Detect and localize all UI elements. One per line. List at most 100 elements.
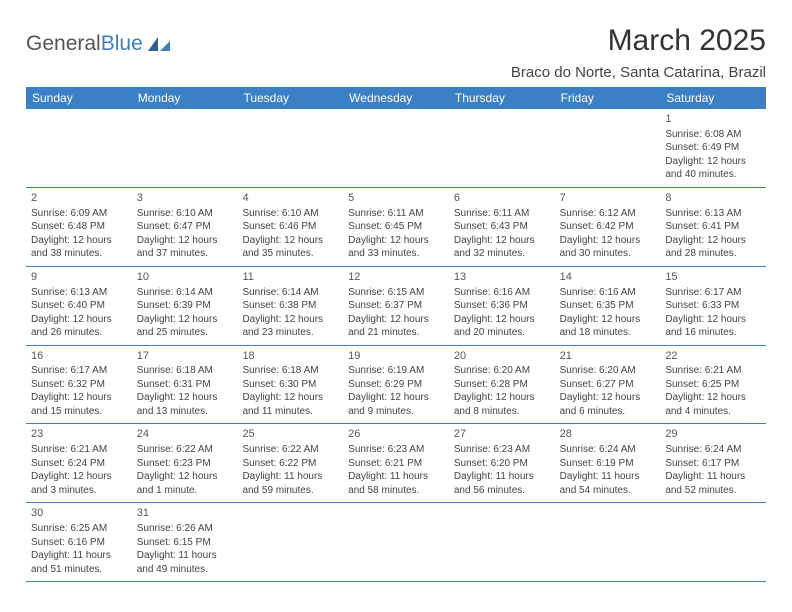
sunrise-text: Sunrise: 6:20 AM: [454, 364, 550, 378]
daylight-text: Daylight: 11 hours: [242, 470, 338, 484]
day-number: 28: [560, 427, 656, 442]
day-cell: 18Sunrise: 6:18 AMSunset: 6:30 PMDayligh…: [237, 346, 343, 424]
sunset-text: Sunset: 6:41 PM: [665, 220, 761, 234]
day-cell: 15Sunrise: 6:17 AMSunset: 6:33 PMDayligh…: [660, 267, 766, 345]
day-cell: 29Sunrise: 6:24 AMSunset: 6:17 PMDayligh…: [660, 424, 766, 502]
day-number: 8: [665, 191, 761, 206]
day-number: 30: [31, 506, 127, 521]
daylight-text: and 13 minutes.: [137, 405, 233, 419]
sunset-text: Sunset: 6:29 PM: [348, 378, 444, 392]
sunrise-text: Sunrise: 6:24 AM: [665, 443, 761, 457]
empty-cell: [237, 109, 343, 187]
sunset-text: Sunset: 6:42 PM: [560, 220, 656, 234]
sunrise-text: Sunrise: 6:21 AM: [665, 364, 761, 378]
sunset-text: Sunset: 6:21 PM: [348, 457, 444, 471]
day-header: Saturday: [660, 87, 766, 109]
day-number: 3: [137, 191, 233, 206]
sunset-text: Sunset: 6:17 PM: [665, 457, 761, 471]
day-cell: 10Sunrise: 6:14 AMSunset: 6:39 PMDayligh…: [132, 267, 238, 345]
day-header: Monday: [132, 87, 238, 109]
sunset-text: Sunset: 6:39 PM: [137, 299, 233, 313]
day-number: 22: [665, 349, 761, 364]
empty-cell: [132, 109, 238, 187]
month-title: March 2025: [511, 24, 766, 58]
sunrise-text: Sunrise: 6:16 AM: [454, 286, 550, 300]
daylight-text: Daylight: 12 hours: [137, 313, 233, 327]
sunrise-text: Sunrise: 6:12 AM: [560, 207, 656, 221]
daylight-text: and 23 minutes.: [242, 326, 338, 340]
sunrise-text: Sunrise: 6:26 AM: [137, 522, 233, 536]
daylight-text: Daylight: 11 hours: [31, 549, 127, 563]
daylight-text: and 4 minutes.: [665, 405, 761, 419]
day-number: 5: [348, 191, 444, 206]
sunset-text: Sunset: 6:25 PM: [665, 378, 761, 392]
sunset-text: Sunset: 6:31 PM: [137, 378, 233, 392]
sunrise-text: Sunrise: 6:22 AM: [137, 443, 233, 457]
daylight-text: and 49 minutes.: [137, 563, 233, 577]
day-cell: 24Sunrise: 6:22 AMSunset: 6:23 PMDayligh…: [132, 424, 238, 502]
day-cell: 12Sunrise: 6:15 AMSunset: 6:37 PMDayligh…: [343, 267, 449, 345]
sunset-text: Sunset: 6:38 PM: [242, 299, 338, 313]
sunrise-text: Sunrise: 6:17 AM: [31, 364, 127, 378]
daylight-text: and 21 minutes.: [348, 326, 444, 340]
daylight-text: and 37 minutes.: [137, 247, 233, 261]
sunrise-text: Sunrise: 6:15 AM: [348, 286, 444, 300]
empty-cell: [555, 109, 661, 187]
day-number: 4: [242, 191, 338, 206]
empty-cell: [343, 109, 449, 187]
day-cell: 2Sunrise: 6:09 AMSunset: 6:48 PMDaylight…: [26, 188, 132, 266]
daylight-text: and 38 minutes.: [31, 247, 127, 261]
day-cell: 22Sunrise: 6:21 AMSunset: 6:25 PMDayligh…: [660, 346, 766, 424]
daylight-text: and 52 minutes.: [665, 484, 761, 498]
day-number: 20: [454, 349, 550, 364]
sunset-text: Sunset: 6:24 PM: [31, 457, 127, 471]
day-cell: 4Sunrise: 6:10 AMSunset: 6:46 PMDaylight…: [237, 188, 343, 266]
day-header: Wednesday: [343, 87, 449, 109]
sunrise-text: Sunrise: 6:18 AM: [242, 364, 338, 378]
sunset-text: Sunset: 6:45 PM: [348, 220, 444, 234]
day-header: Sunday: [26, 87, 132, 109]
day-number: 19: [348, 349, 444, 364]
daylight-text: Daylight: 12 hours: [560, 313, 656, 327]
day-number: 25: [242, 427, 338, 442]
daylight-text: Daylight: 12 hours: [31, 313, 127, 327]
week-row: 16Sunrise: 6:17 AMSunset: 6:32 PMDayligh…: [26, 346, 766, 425]
day-cell: 6Sunrise: 6:11 AMSunset: 6:43 PMDaylight…: [449, 188, 555, 266]
daylight-text: Daylight: 12 hours: [348, 391, 444, 405]
day-number: 11: [242, 270, 338, 285]
daylight-text: and 58 minutes.: [348, 484, 444, 498]
sunrise-text: Sunrise: 6:20 AM: [560, 364, 656, 378]
sunset-text: Sunset: 6:19 PM: [560, 457, 656, 471]
daylight-text: and 40 minutes.: [665, 168, 761, 182]
day-number: 21: [560, 349, 656, 364]
logo-text-general: General: [26, 32, 101, 56]
day-cell: 3Sunrise: 6:10 AMSunset: 6:47 PMDaylight…: [132, 188, 238, 266]
sunrise-text: Sunrise: 6:25 AM: [31, 522, 127, 536]
daylight-text: Daylight: 12 hours: [665, 391, 761, 405]
daylight-text: and 3 minutes.: [31, 484, 127, 498]
empty-cell: [26, 109, 132, 187]
day-cell: 27Sunrise: 6:23 AMSunset: 6:20 PMDayligh…: [449, 424, 555, 502]
sunset-text: Sunset: 6:27 PM: [560, 378, 656, 392]
daylight-text: Daylight: 12 hours: [31, 391, 127, 405]
day-cell: 25Sunrise: 6:22 AMSunset: 6:22 PMDayligh…: [237, 424, 343, 502]
daylight-text: Daylight: 12 hours: [242, 391, 338, 405]
daylight-text: Daylight: 11 hours: [454, 470, 550, 484]
day-number: 18: [242, 349, 338, 364]
day-cell: 17Sunrise: 6:18 AMSunset: 6:31 PMDayligh…: [132, 346, 238, 424]
daylight-text: Daylight: 12 hours: [31, 234, 127, 248]
day-number: 29: [665, 427, 761, 442]
daylight-text: and 51 minutes.: [31, 563, 127, 577]
daylight-text: and 54 minutes.: [560, 484, 656, 498]
day-cell: 8Sunrise: 6:13 AMSunset: 6:41 PMDaylight…: [660, 188, 766, 266]
day-cell: 1Sunrise: 6:08 AMSunset: 6:49 PMDaylight…: [660, 109, 766, 187]
sunrise-text: Sunrise: 6:23 AM: [454, 443, 550, 457]
daylight-text: and 18 minutes.: [560, 326, 656, 340]
daylight-text: Daylight: 12 hours: [31, 470, 127, 484]
daylight-text: Daylight: 12 hours: [454, 391, 550, 405]
sunset-text: Sunset: 6:46 PM: [242, 220, 338, 234]
day-cell: 19Sunrise: 6:19 AMSunset: 6:29 PMDayligh…: [343, 346, 449, 424]
sunset-text: Sunset: 6:30 PM: [242, 378, 338, 392]
week-row: 2Sunrise: 6:09 AMSunset: 6:48 PMDaylight…: [26, 188, 766, 267]
daylight-text: and 20 minutes.: [454, 326, 550, 340]
